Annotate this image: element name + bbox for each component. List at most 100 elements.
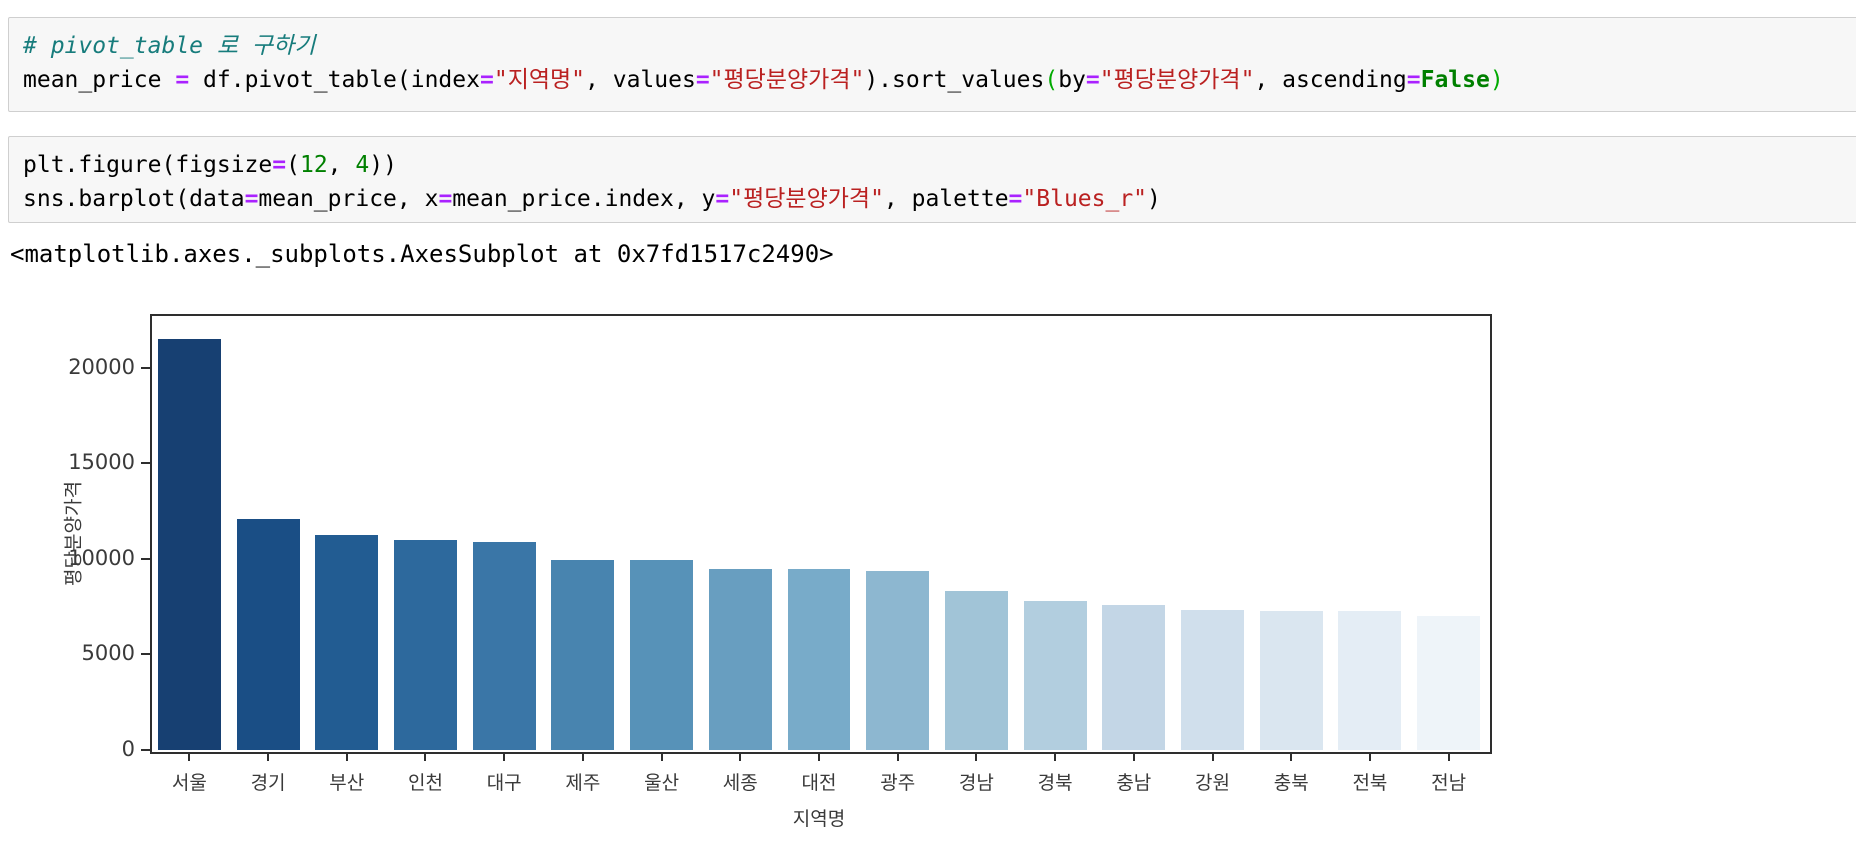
y-tick-label: 15000	[68, 450, 135, 475]
code-token: , palette	[883, 186, 1009, 212]
code-token: ).sort_values	[864, 67, 1045, 93]
x-tick-label: 광주	[880, 772, 916, 794]
bar-경기	[236, 518, 300, 750]
x-tick-mark	[975, 752, 978, 761]
x-tick-mark	[1368, 752, 1371, 761]
x-tick-label: 부산	[329, 772, 365, 794]
x-tick-mark	[188, 752, 191, 761]
y-axis-label: 평당분양가격	[62, 481, 85, 586]
y-tick-label: 20000	[68, 354, 135, 379]
code-token: 12	[299, 152, 328, 178]
code-token: mean_price, x	[258, 186, 439, 212]
x-tick-label: 제주	[565, 772, 601, 794]
bar-전북	[1338, 611, 1402, 750]
code-token: =	[715, 186, 730, 212]
code-token: "지역명"	[493, 67, 586, 93]
x-tick-label: 전남	[1431, 772, 1467, 794]
code-token: =	[175, 67, 190, 93]
code-token: 4	[355, 152, 370, 178]
code-token: =	[479, 67, 494, 93]
bar-서울	[157, 338, 221, 750]
code-token: =	[1085, 67, 1100, 93]
y-tick-mark	[141, 366, 150, 369]
y-tick-label: 5000	[81, 641, 135, 666]
code-token: =	[438, 186, 453, 212]
code-token: =	[244, 186, 259, 212]
bar-대구	[472, 541, 536, 750]
code-token: mean_price	[23, 67, 176, 93]
x-tick-mark	[345, 752, 348, 761]
code-token: (	[1044, 67, 1059, 93]
code-token: (	[286, 152, 300, 178]
bar-인천	[393, 539, 457, 750]
bar-세종	[708, 569, 772, 750]
x-tick-label: 울산	[644, 772, 680, 794]
x-tick-mark	[1447, 752, 1450, 761]
x-tick-mark	[1290, 752, 1293, 761]
code-token: "평당분양가격"	[1099, 67, 1255, 93]
code-token: ,	[327, 152, 356, 178]
y-tick-mark	[141, 653, 150, 656]
cell-output-repr: <matplotlib.axes._subplots.AxesSubplot a…	[10, 240, 834, 268]
code-input[interactable]: plt.figure(figsize=(12, 4)) sns.barplot(…	[23, 148, 1851, 216]
code-token: plt.figure(figsize	[23, 152, 273, 178]
bar-경북	[1023, 600, 1087, 750]
x-tick-label: 대전	[801, 772, 837, 794]
bar-강원	[1181, 610, 1244, 750]
y-tick-label: 10000	[68, 545, 135, 570]
bar-대전	[787, 569, 851, 750]
bar-부산	[315, 534, 379, 750]
code-token: # pivot_table 로 구하기	[23, 33, 316, 59]
x-tick-label: 서울	[171, 772, 207, 794]
code-token: =	[1406, 67, 1421, 93]
code-token: =	[695, 67, 710, 93]
bar-전남	[1417, 616, 1481, 750]
x-tick-mark	[267, 752, 270, 761]
x-tick-mark	[818, 752, 820, 761]
y-tick-mark	[141, 462, 150, 465]
bar-경남	[944, 591, 1008, 750]
matplotlib-figure: 평당분양가격 지역명 서울 경기 부산 인천 대구 제주 울산 세종 대전 광주 경남 경북 충남 강원 충…	[30, 292, 1520, 837]
bar-제주	[551, 559, 615, 750]
x-tick-mark	[660, 752, 663, 761]
x-tick-mark	[1132, 752, 1135, 761]
x-tick-mark	[896, 752, 899, 761]
x-tick-label: 경기	[250, 772, 286, 794]
bar-충남	[1102, 604, 1166, 750]
y-tick-mark	[141, 557, 150, 560]
code-token: False	[1420, 67, 1490, 93]
bar-울산	[630, 560, 694, 750]
bar-충북	[1259, 611, 1323, 750]
x-tick-label: 강원	[1195, 772, 1230, 794]
code-token: by	[1058, 67, 1086, 93]
code-token: =	[272, 152, 287, 178]
x-tick-mark	[1211, 752, 1214, 761]
y-tick-label: 0	[121, 737, 135, 761]
code-token: =	[1008, 186, 1023, 212]
x-tick-label: 세종	[722, 772, 758, 794]
y-tick-mark	[141, 749, 150, 751]
code-token: mean_price.index, y	[452, 186, 716, 212]
x-tick-mark	[424, 752, 427, 761]
x-tick-mark	[581, 752, 584, 761]
x-tick-label: 경북	[1037, 772, 1073, 794]
code-token: "Blues_r"	[1022, 186, 1148, 212]
code-input[interactable]: # pivot_table 로 구하기 mean_price = df.pivo…	[23, 29, 1851, 97]
bar-광주	[866, 571, 930, 750]
code-token: , values	[585, 67, 696, 93]
x-tick-mark	[739, 752, 742, 761]
chart-axes	[150, 314, 1492, 754]
code-token: "평당분양가격"	[729, 186, 884, 212]
code-token: )	[1489, 67, 1504, 93]
code-token: sns.barplot(data	[23, 186, 245, 212]
code-token: df.pivot_table(index	[189, 67, 480, 93]
x-tick-label: 충북	[1273, 772, 1309, 794]
code-token: , ascending	[1254, 67, 1407, 93]
x-tick-mark	[503, 752, 506, 761]
x-tick-mark	[1054, 752, 1057, 761]
code-token: ))	[369, 152, 397, 178]
code-cell-pivot-table[interactable]: # pivot_table 로 구하기 mean_price = df.pivo…	[8, 17, 1856, 112]
code-cell-barplot[interactable]: plt.figure(figsize=(12, 4)) sns.barplot(…	[8, 136, 1856, 223]
code-token: "평당분양가격"	[709, 67, 865, 93]
x-tick-label: 인천	[407, 772, 443, 794]
